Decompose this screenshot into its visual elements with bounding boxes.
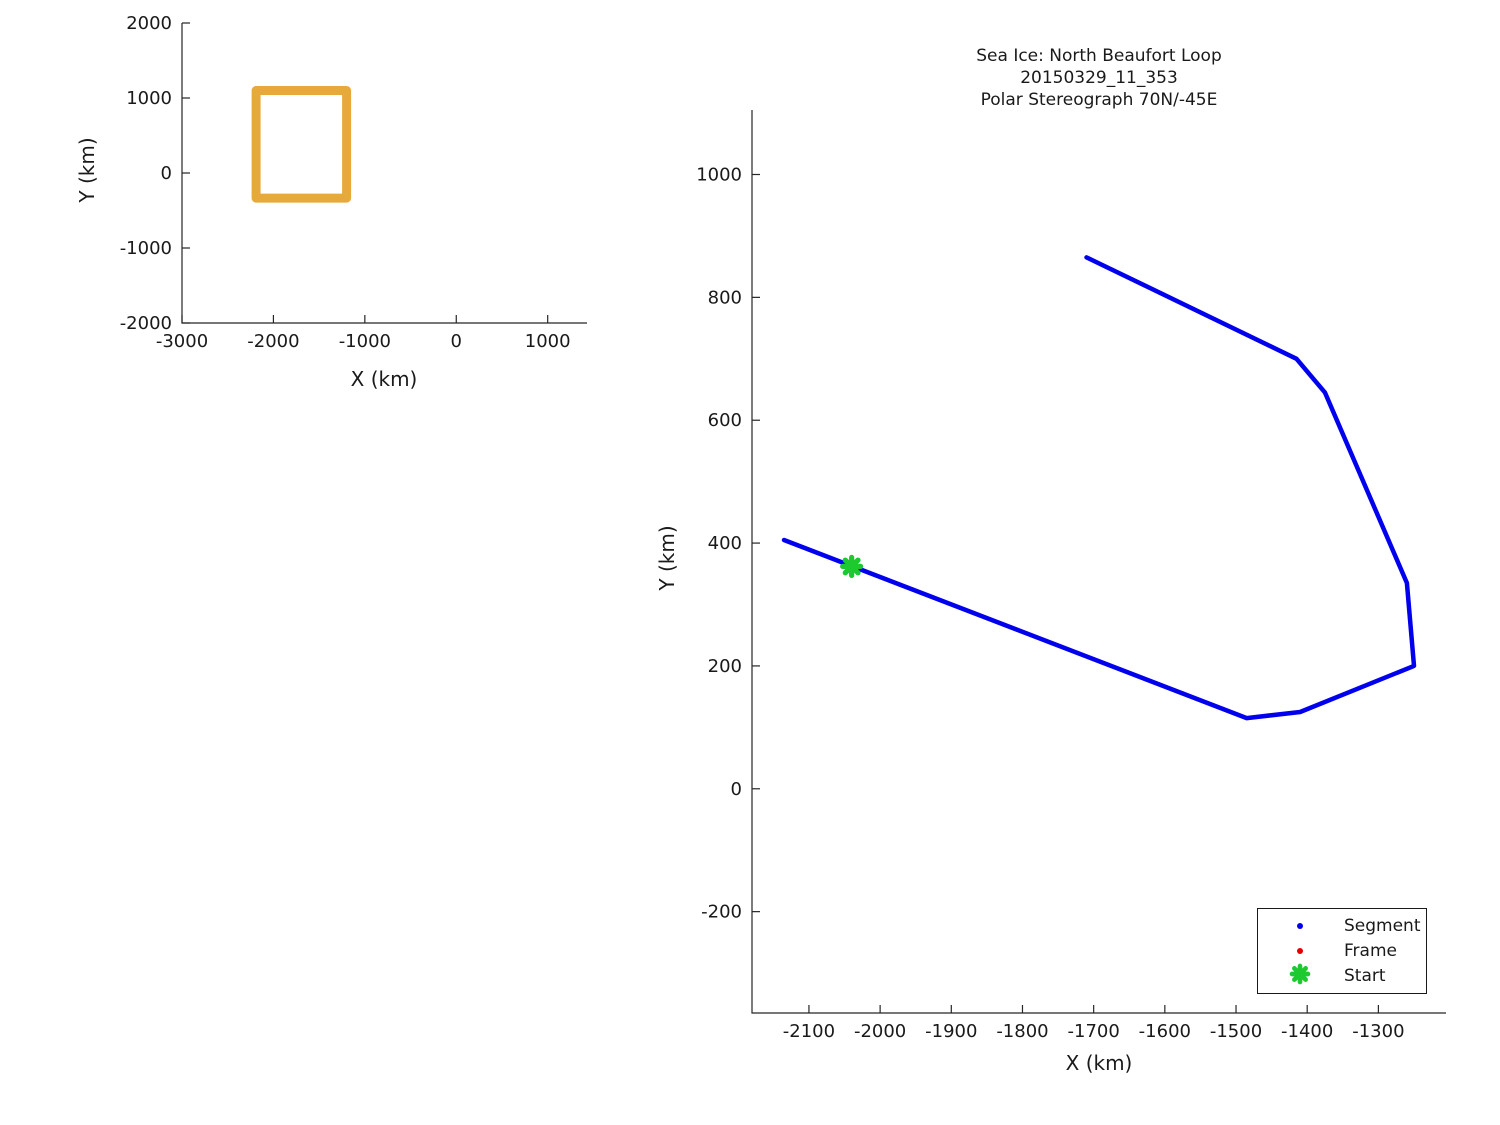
main-xtick-label: -1500 bbox=[1210, 1021, 1262, 1042]
legend-item-segment: Segment bbox=[1258, 914, 1426, 939]
main-ytick-label: 400 bbox=[708, 533, 742, 554]
main-xtick-label: -2100 bbox=[783, 1021, 835, 1042]
main-plot: -2100 -2000 -1900 -1800 -1700 -1600 -1500 -1400… bbox=[696, 110, 1446, 1042]
overview-ytick-label: -1000 bbox=[120, 238, 172, 259]
main-xtick-label: -1700 bbox=[1068, 1021, 1120, 1042]
main-ytick-label: -200 bbox=[701, 902, 742, 923]
legend-label-frame: Frame bbox=[1344, 941, 1397, 961]
start-burst-icon bbox=[1272, 963, 1328, 989]
segment-track bbox=[781, 255, 1417, 721]
legend: Segment Frame Start bbox=[1257, 908, 1427, 994]
main-xtick-label: -1900 bbox=[925, 1021, 977, 1042]
main-ylabel: Y (km) bbox=[655, 525, 679, 591]
overview-ytick-label: 2000 bbox=[126, 13, 172, 34]
overview-ylabel: Y (km) bbox=[75, 137, 99, 203]
main-plot-title: Sea Ice: North Beaufort Loop 20150329_11… bbox=[976, 45, 1222, 111]
main-xtick-label: -1300 bbox=[1352, 1021, 1404, 1042]
overview-ytick-label: 0 bbox=[161, 163, 172, 184]
title-line-1: Sea Ice: North Beaufort Loop bbox=[976, 46, 1222, 66]
legend-item-frame: Frame bbox=[1258, 939, 1426, 964]
overview-xtick-label: 0 bbox=[451, 331, 462, 352]
title-line-2: 20150329_11_353 bbox=[1020, 68, 1178, 88]
main-ytick-label: 1000 bbox=[696, 165, 742, 186]
overview-xtick-label: -2000 bbox=[247, 331, 299, 352]
overview-xtick-label: -3000 bbox=[156, 331, 208, 352]
legend-label-segment: Segment bbox=[1344, 916, 1421, 936]
overview-ytick-label: -2000 bbox=[120, 313, 172, 334]
main-xtick-label: -1600 bbox=[1139, 1021, 1191, 1042]
main-ytick-label: 800 bbox=[708, 287, 742, 308]
overview-xtick-label: 1000 bbox=[525, 331, 571, 352]
start-burst-marker bbox=[840, 554, 864, 579]
main-ytick-label: 200 bbox=[708, 656, 742, 677]
overview-ytick-label: 1000 bbox=[126, 88, 172, 109]
main-ytick-label: 0 bbox=[731, 779, 742, 800]
legend-label-start: Start bbox=[1344, 966, 1386, 986]
overview-xtick-label: -1000 bbox=[339, 331, 391, 352]
main-xtick-label: -2000 bbox=[854, 1021, 906, 1042]
frame-dot-icon bbox=[1272, 948, 1328, 954]
main-ytick-label: 600 bbox=[708, 410, 742, 431]
title-line-3: Polar Stereograph 70N/-45E bbox=[980, 90, 1218, 110]
main-xtick-label: -1400 bbox=[1281, 1021, 1333, 1042]
main-xlabel: X (km) bbox=[1065, 1051, 1133, 1075]
loop-outline bbox=[251, 86, 352, 203]
legend-item-start: Start bbox=[1258, 963, 1426, 989]
overview-xlabel: X (km) bbox=[350, 367, 418, 391]
segment-dot-icon bbox=[1272, 923, 1328, 929]
main-xtick-label: -1800 bbox=[996, 1021, 1048, 1042]
